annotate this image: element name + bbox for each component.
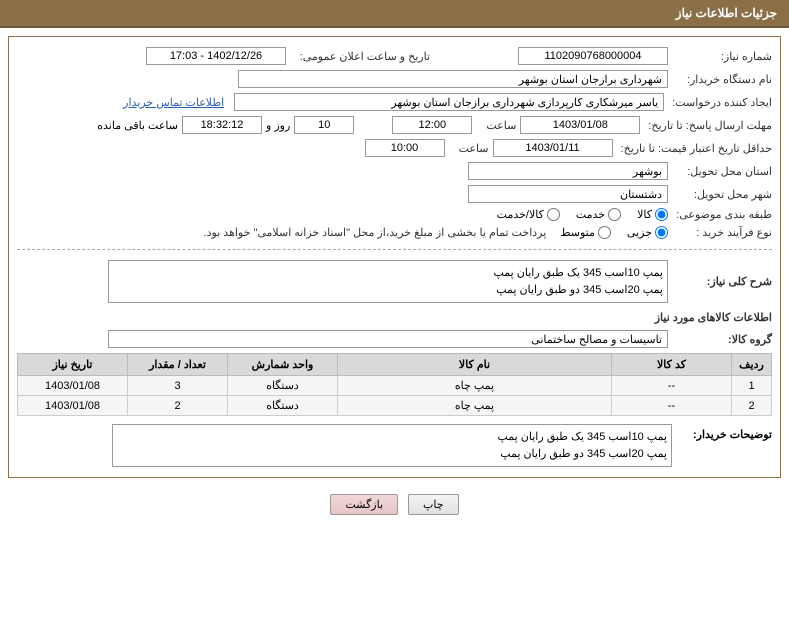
announce-label: تاریخ و ساعت اعلان عمومی: [290, 50, 430, 63]
table-row[interactable]: 1 -- پمپ چاه دستگاه 3 1403/01/08 [18, 376, 772, 396]
buyer-desc-box: پمپ 10اسب 345 یک طبق رایان پمپ پمپ 20اسب… [112, 424, 672, 467]
th-code: کد کالا [612, 354, 732, 376]
th-unit: واحد شمارش [228, 354, 338, 376]
cell-date: 1403/01/08 [18, 376, 128, 396]
summary-label: شرح کلی نیاز: [672, 275, 772, 288]
cell-unit: دستگاه [228, 396, 338, 416]
deadline-date-field[interactable] [520, 116, 640, 134]
proc-small-radio[interactable]: جزیی [627, 226, 668, 239]
validity-date-field[interactable] [493, 139, 613, 157]
cell-row: 2 [732, 396, 772, 416]
city-label: شهر محل تحویل: [672, 188, 772, 201]
details-frame: شماره نیاز: تاریخ و ساعت اعلان عمومی: نا… [8, 36, 781, 478]
buyer-desc-line-2: پمپ 20اسب 345 دو طبق رایان پمپ [117, 446, 667, 463]
process-radio-group: جزیی متوسط [560, 226, 668, 239]
table-row[interactable]: 2 -- پمپ چاه دستگاه 2 1403/01/08 [18, 396, 772, 416]
cell-qty: 3 [128, 376, 228, 396]
cell-name: پمپ چاه [338, 376, 612, 396]
th-qty: تعداد / مقدار [128, 354, 228, 376]
remain-label: ساعت باقی مانده [97, 119, 178, 132]
deadline-time-field[interactable] [392, 116, 472, 134]
cell-qty: 2 [128, 396, 228, 416]
buyer-label: نام دستگاه خریدار: [672, 73, 772, 86]
need-no-label: شماره نیاز: [672, 50, 772, 63]
summary-line-1: پمپ 10اسب 345 یک طبق رایان پمپ [113, 265, 663, 282]
buyer-field[interactable] [238, 70, 668, 88]
cell-row: 1 [732, 376, 772, 396]
cat-both-radio[interactable]: کالا/خدمت [497, 208, 560, 221]
announce-field[interactable] [146, 47, 286, 65]
days-field[interactable] [294, 116, 354, 134]
cell-date: 1403/01/08 [18, 396, 128, 416]
city-field[interactable] [468, 185, 668, 203]
th-name: نام کالا [338, 354, 612, 376]
cat-goods-radio[interactable]: کالا [637, 208, 668, 221]
items-table: ردیف کد کالا نام کالا واحد شمارش تعداد /… [17, 353, 772, 416]
cell-code: -- [612, 396, 732, 416]
time-label-1: ساعت [476, 119, 516, 132]
time-label-2: ساعت [449, 142, 489, 155]
payment-note: پرداخت تمام یا بخشی از مبلغ خرید،از محل … [204, 226, 547, 239]
province-field[interactable] [468, 162, 668, 180]
divider-1 [17, 249, 772, 250]
contact-link[interactable]: اطلاعات تماس خریدار [123, 96, 224, 109]
requester-label: ایجاد کننده درخواست: [668, 96, 772, 109]
days-label: روز و [266, 119, 290, 132]
page-title: جزئیات اطلاعات نیاز [676, 6, 777, 20]
need-no-field[interactable] [518, 47, 668, 65]
process-label: نوع فرآیند خرید : [672, 226, 772, 239]
buyer-desc-label: توضیحات خریدار: [672, 424, 772, 441]
th-row: ردیف [732, 354, 772, 376]
category-label: طبقه بندی موضوعی: [672, 208, 772, 221]
cell-code: -- [612, 376, 732, 396]
th-date: تاریخ نیاز [18, 354, 128, 376]
cat-service-radio[interactable]: خدمت [576, 208, 621, 221]
group-field[interactable] [108, 330, 668, 348]
table-header-row: ردیف کد کالا نام کالا واحد شمارش تعداد /… [18, 354, 772, 376]
items-section-title: اطلاعات کالاهای مورد نیاز [17, 311, 772, 324]
province-label: استان محل تحویل: [672, 165, 772, 178]
group-label: گروه کالا: [672, 333, 772, 346]
proc-medium-radio[interactable]: متوسط [560, 226, 611, 239]
page-header: جزئیات اطلاعات نیاز [0, 0, 789, 28]
validity-label: حداقل تاریخ اعتبار قیمت: تا تاریخ: [617, 142, 772, 155]
deadline-label: مهلت ارسال پاسخ: تا تاریخ: [644, 119, 772, 132]
countdown-field[interactable] [182, 116, 262, 134]
cell-name: پمپ چاه [338, 396, 612, 416]
category-radio-group: کالا خدمت کالا/خدمت [497, 208, 668, 221]
button-bar: چاپ بازگشت [0, 486, 789, 519]
print-button[interactable]: چاپ [408, 494, 459, 515]
validity-time-field[interactable] [365, 139, 445, 157]
requester-field[interactable] [234, 93, 664, 111]
summary-line-2: پمپ 20اسب 345 دو طبق رایان پمپ [113, 282, 663, 299]
back-button[interactable]: بازگشت [330, 494, 398, 515]
summary-box: پمپ 10اسب 345 یک طبق رایان پمپ پمپ 20اسب… [108, 260, 668, 303]
buyer-desc-line-1: پمپ 10اسب 345 یک طبق رایان پمپ [117, 429, 667, 446]
cell-unit: دستگاه [228, 376, 338, 396]
